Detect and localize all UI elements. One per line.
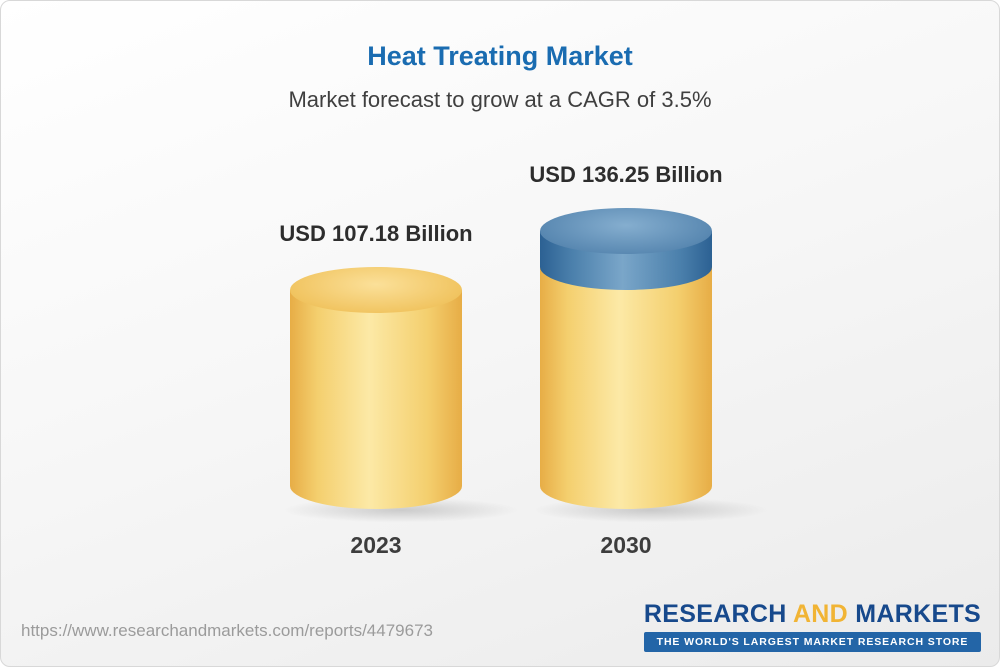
value-label-2030: USD 136.25 Billion — [529, 162, 723, 188]
cylinder-top-2023 — [290, 267, 462, 314]
source-url: https://www.researchandmarkets.com/repor… — [21, 621, 433, 640]
cylinder-2023 — [290, 290, 462, 509]
logo-word-markets: MARKETS — [855, 600, 981, 628]
year-label-2023: 2023 — [350, 532, 402, 558]
value-label-2023: USD 107.18 Billion — [279, 221, 473, 247]
logo-word-research: RESEARCH — [643, 600, 787, 628]
page-subtitle: Market forecast to grow at a CAGR of 3.5… — [288, 87, 712, 112]
logo-wordmark: RESEARCH AND MARKETS — [644, 600, 981, 628]
year-label-2030: 2030 — [600, 532, 652, 558]
researchandmarkets-logo: RESEARCH AND MARKETS THE WORLD'S LARGEST… — [643, 600, 981, 652]
logo-tagline: THE WORLD'S LARGEST MARKET RESEARCH STOR… — [643, 632, 981, 652]
cylinder-top-2030 — [540, 208, 712, 255]
page-title: Heat Treating Market — [367, 41, 633, 71]
logo-word-and: AND — [792, 600, 849, 628]
